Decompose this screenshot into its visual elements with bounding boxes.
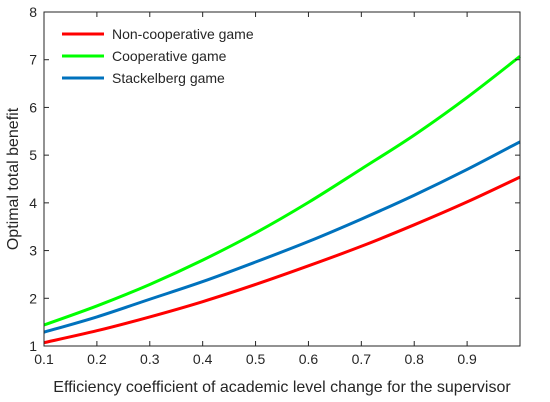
legend: Non-cooperative game Cooperative game Stac… — [54, 20, 282, 90]
legend-label-0: Non-cooperative game — [112, 26, 254, 42]
legend-label-1: Cooperative game — [112, 48, 227, 64]
legend-label-2: Stackelberg game — [112, 70, 225, 86]
series-line-0 — [43, 175, 521, 345]
x-tick-label: 0.6 — [299, 351, 319, 367]
y-tick-label: 6 — [29, 99, 37, 115]
y-tick-label: 7 — [29, 52, 37, 68]
x-axis-label: Efficiency coefficient of academic level… — [53, 379, 511, 396]
x-tick-label: 0.9 — [457, 351, 477, 367]
x-tick-label: 0.7 — [352, 351, 372, 367]
y-tick-label: 2 — [29, 290, 37, 306]
x-tick-label: 0.1 — [34, 351, 54, 367]
x-tick-label: 0.3 — [140, 351, 160, 367]
series-line-2 — [43, 140, 521, 334]
legend-items: Non-cooperative game Cooperative game Stac… — [62, 26, 254, 86]
y-tick-label: 1 — [29, 338, 37, 354]
tick-layer: 0.1 0.2 0.3 0.4 0.5 0.6 0.7 0.8 0.9 1 2 3 4 5 6 7 8 — [29, 4, 520, 367]
x-tick-label: 0.2 — [87, 351, 107, 367]
y-tick-label: 5 — [29, 147, 37, 163]
y-axis-label: Optimal total benefit — [5, 107, 22, 250]
y-tick-label: 3 — [29, 243, 37, 259]
x-tick-label: 0.8 — [404, 351, 424, 367]
y-tick-label: 8 — [29, 4, 37, 20]
x-tick-label: 0.5 — [246, 351, 266, 367]
y-tick-label: 4 — [29, 195, 37, 211]
plot-frame — [43, 11, 521, 347]
x-tick-label: 0.4 — [193, 351, 213, 367]
series-layer — [43, 55, 521, 345]
series-line-1 — [43, 55, 521, 327]
